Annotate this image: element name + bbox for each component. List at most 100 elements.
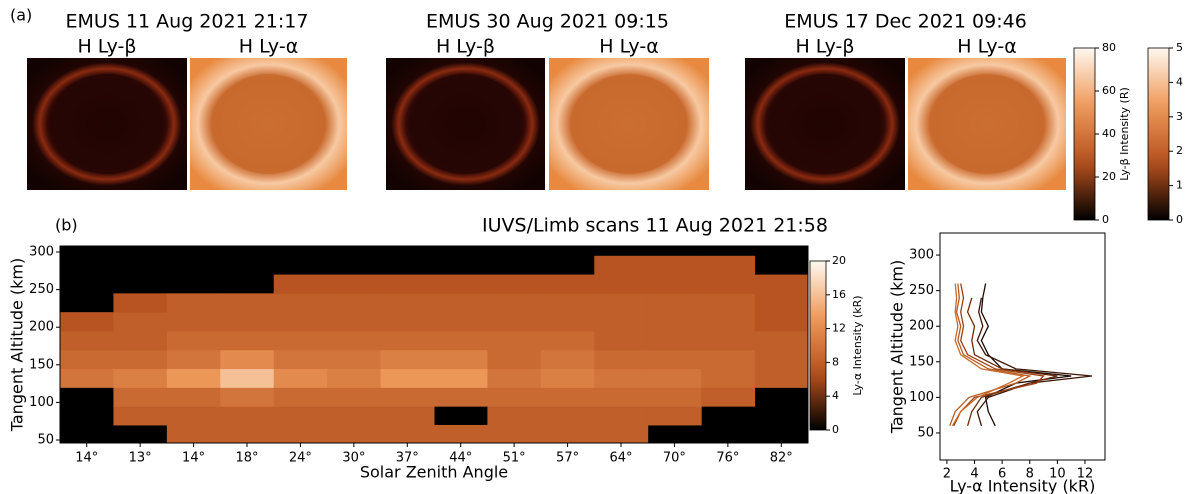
x-tick-label: 44°	[449, 451, 472, 466]
cell	[594, 349, 649, 370]
cell	[166, 349, 221, 370]
y-tick-label: 50	[37, 432, 54, 447]
colorbar-tick-label: 0	[1176, 213, 1183, 226]
cell	[594, 312, 649, 332]
x-tick-label: 12	[1077, 467, 1094, 482]
image-title: EMUS 30 Aug 2021 09:15	[426, 11, 669, 33]
cell	[594, 387, 649, 407]
disk	[211, 74, 326, 174]
image-label: H Ly-β	[436, 36, 495, 58]
x-tick-label: 13°	[129, 451, 152, 466]
image-label: H Ly-β	[77, 36, 136, 58]
x-tick-label: 18°	[235, 451, 258, 466]
cell	[487, 349, 542, 370]
cell	[594, 368, 649, 388]
cell	[434, 274, 488, 294]
y-tick-label: 300	[909, 248, 934, 263]
cell	[701, 312, 756, 332]
cell	[434, 349, 488, 370]
cell	[540, 368, 595, 388]
cell	[434, 312, 488, 332]
cell	[380, 312, 435, 332]
cell	[327, 312, 382, 332]
cell	[647, 387, 702, 407]
colorbar-tick-label: 12	[832, 322, 846, 335]
chart-title: IUVS/Limb scans 11 Aug 2021 21:58	[482, 215, 828, 237]
colorbar-tick-label: 20	[832, 254, 846, 267]
cell	[113, 406, 168, 426]
profile-line	[953, 283, 1045, 427]
colorbar-tick-label: 16	[832, 288, 846, 301]
cell	[60, 368, 114, 388]
colorbar-tick-label: 5	[1176, 41, 1183, 54]
cell	[327, 368, 382, 388]
cell	[540, 387, 595, 407]
cell	[487, 387, 542, 407]
x-tick-label: 82°	[770, 451, 793, 466]
cell	[60, 330, 114, 351]
cell	[273, 387, 328, 407]
colorbar-tick-label: 8	[832, 355, 839, 368]
panel-label: (b)	[55, 216, 78, 235]
cell	[166, 312, 221, 332]
cell	[647, 312, 702, 332]
colorbar-tick-label: 4	[832, 389, 839, 402]
cell	[487, 274, 542, 294]
cell	[754, 330, 809, 351]
cell	[540, 406, 595, 426]
x-tick-label: 2	[943, 467, 951, 482]
x-tick-label: 51°	[503, 451, 526, 466]
cell	[701, 330, 756, 351]
cell	[113, 349, 168, 370]
colorbar-tick-label: 60	[1102, 84, 1116, 97]
colorbar	[809, 260, 827, 431]
cell	[113, 330, 168, 351]
x-tick-label: 10	[1049, 467, 1066, 482]
cell	[487, 293, 542, 313]
cell	[380, 293, 435, 313]
cell	[540, 349, 595, 370]
cell	[327, 330, 382, 351]
cell	[273, 293, 328, 313]
cell	[166, 424, 221, 444]
y-axis-label: Tangent Altitude (km)	[8, 258, 27, 433]
cell	[434, 424, 488, 444]
y-tick-label: 50	[917, 425, 934, 440]
cell	[594, 274, 649, 294]
profile-line	[976, 297, 1092, 426]
cell	[273, 424, 328, 444]
cell	[487, 312, 542, 332]
cell	[647, 368, 702, 388]
disk	[767, 74, 883, 174]
cell	[701, 255, 756, 276]
x-axis-label: Solar Zenith Angle	[360, 463, 508, 482]
colorbar-tick-label: 2	[1176, 144, 1183, 157]
cell	[220, 406, 275, 426]
cell	[754, 349, 809, 370]
profile-line	[951, 283, 1025, 427]
cell	[434, 368, 488, 388]
y-tick-label: 250	[29, 282, 54, 297]
cell	[166, 368, 221, 388]
y-tick-label: 100	[909, 390, 934, 405]
colorbar-tick-label: 3	[1176, 110, 1183, 123]
y-tick-label: 250	[909, 283, 934, 298]
x-tick-label: 4	[970, 467, 978, 482]
cell	[166, 387, 221, 407]
cell	[701, 368, 756, 388]
x-tick-label: 37°	[396, 451, 419, 466]
cell	[647, 330, 702, 351]
x-tick-label: 8	[1026, 467, 1034, 482]
cell	[380, 387, 435, 407]
disk	[49, 74, 165, 174]
cell	[754, 312, 809, 332]
cell	[380, 368, 435, 388]
cell	[327, 349, 382, 370]
cell	[434, 387, 488, 407]
cell	[220, 387, 275, 407]
image-title: EMUS 11 Aug 2021 21:17	[66, 11, 309, 33]
cell	[380, 406, 435, 426]
colorbar-label: Ly-β Intensity (R)	[1118, 87, 1131, 181]
image-label: H Ly-α	[957, 36, 1016, 58]
